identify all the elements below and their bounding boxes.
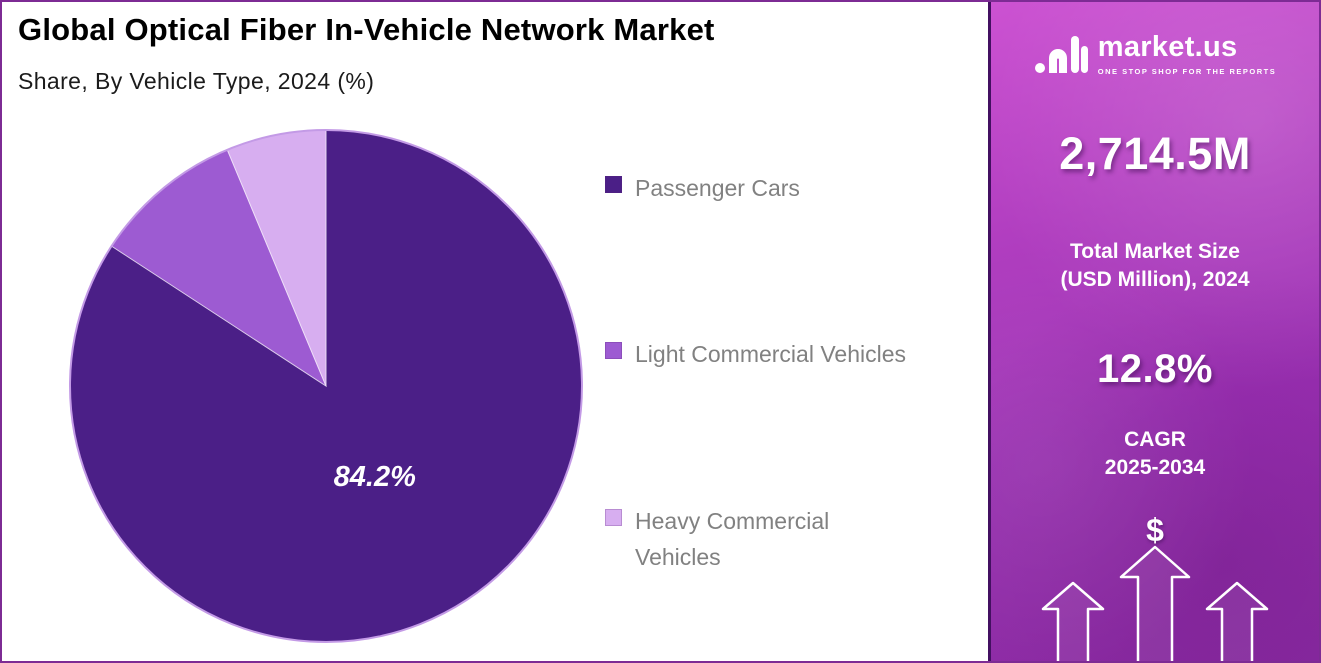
dollar-icon: $ <box>1146 512 1164 548</box>
market-size-value: 2,714.5M <box>1059 128 1251 179</box>
legend-item-passenger-cars: Passenger Cars <box>605 170 975 206</box>
logo-text: market.us <box>1097 30 1238 63</box>
sidebar-panel: market.us ONE STOP SHOP FOR THE REPORTS … <box>988 2 1319 661</box>
cagr-value: 12.8% <box>1097 346 1213 391</box>
legend-swatch-heavy-commercial-vehicles <box>605 508 622 526</box>
page-subtitle: Share, By Vehicle Type, 2024 (%) <box>18 68 375 94</box>
logo-tagline: ONE STOP SHOP FOR THE REPORTS <box>1097 66 1277 76</box>
legend: Passenger Cars Light Commercial Vehicles… <box>605 170 975 661</box>
cagr-label: CAGR 2025-2034 <box>1104 427 1206 480</box>
legend-item-heavy-commercial-vehicles: Heavy Commercial Vehicles <box>605 503 975 576</box>
growth-arrows-icon <box>1041 545 1269 661</box>
pie-chart-area: 84.2% <box>64 124 588 648</box>
legend-swatch-light-commercial-vehicles <box>605 342 622 360</box>
legend-swatch-passenger-cars <box>605 176 622 193</box>
pie-data-label: 84.2% <box>334 461 416 493</box>
market-size-label: Total Market Size (USD Million), 2024 <box>1060 240 1250 292</box>
legend-item-light-commercial-vehicles: Light Commercial Vehicles <box>605 336 975 372</box>
page-title: Global Optical Fiber In-Vehicle Network … <box>18 12 715 47</box>
legend-label-passenger-cars: Passenger Cars <box>635 175 800 201</box>
pie-outline <box>69 129 583 643</box>
marketus-logo-icon <box>1034 36 1088 73</box>
legend-label-heavy-commercial-vehicles: Heavy Commercial Vehicles <box>635 507 830 570</box>
legend-label-light-commercial-vehicles: Light Commercial Vehicles <box>635 341 907 368</box>
logo: market.us ONE STOP SHOP FOR THE REPORTS <box>991 30 1319 76</box>
logo-text-block: market.us ONE STOP SHOP FOR THE REPORTS <box>1098 31 1277 76</box>
pie-chart: 84.2% <box>69 129 583 643</box>
